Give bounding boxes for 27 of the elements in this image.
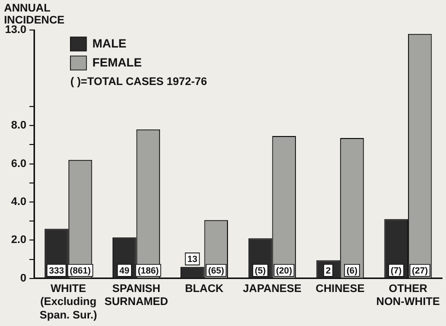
- legend-label: FEMALE: [92, 55, 142, 70]
- annotation: 13: [187, 254, 198, 264]
- x-tick-label: BLACK: [184, 283, 224, 296]
- y-tick-label: 13.0: [4, 24, 26, 36]
- y-tick-label: 8.0: [11, 120, 26, 132]
- annotation: 2: [326, 265, 331, 276]
- annotation: (20): [276, 265, 292, 276]
- legend-label: MALE: [92, 36, 126, 50]
- annotation: (65): [208, 265, 224, 276]
- x-tick-label: SPANISH SURNAMED: [104, 283, 168, 308]
- annotation: 333: [48, 265, 64, 276]
- annotation: (7): [390, 265, 402, 276]
- annotation: (186): [138, 265, 159, 276]
- x-tick-label: CHINESE: [316, 283, 365, 296]
- x-tick-label: WHITE (Excluding Span. Sur.): [40, 283, 98, 322]
- annotation: ( )=TOTAL CASES 1972-76: [70, 76, 208, 88]
- annotation: (861): [70, 265, 91, 276]
- y-tick-label: 2.0: [11, 234, 26, 246]
- y-tick-label: 0: [20, 272, 26, 284]
- y-tick-label: 6.0: [11, 158, 26, 170]
- y-tick-label: 4.0: [11, 196, 26, 208]
- annotation: 49: [119, 265, 130, 276]
- x-tick-label: JAPANESE: [242, 283, 302, 296]
- annotation: (6): [346, 265, 358, 276]
- x-tick-label: OTHER NON-WHITE: [376, 283, 440, 308]
- annotation: (27): [412, 265, 428, 276]
- annotation: (5): [254, 265, 266, 276]
